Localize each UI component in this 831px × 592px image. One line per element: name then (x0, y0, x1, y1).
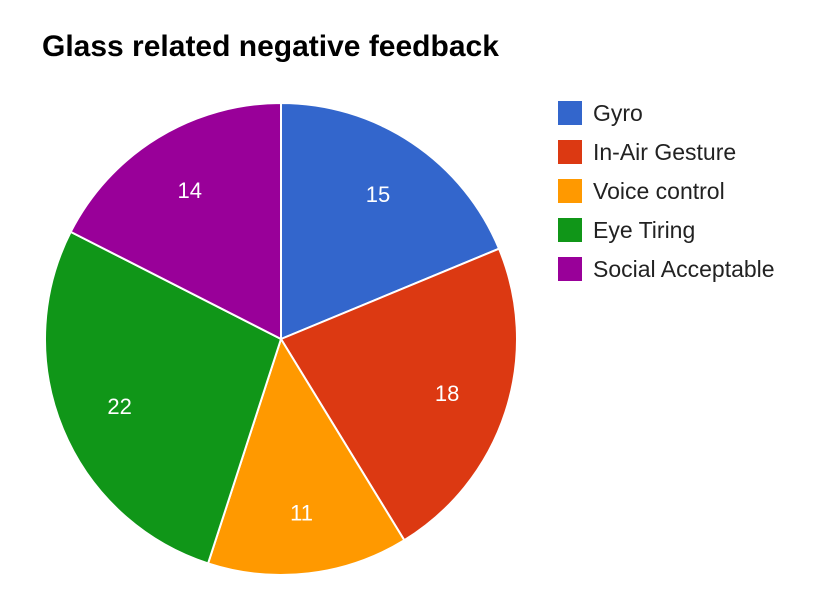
legend-swatch-eye-tiring (558, 218, 582, 242)
legend-item-gyro: Gyro (558, 100, 643, 126)
legend-item-social-acceptable: Social Acceptable (558, 256, 775, 282)
legend-label-in-air-gesture: In-Air Gesture (593, 139, 736, 165)
pie-slice-gyro (280, 101, 501, 341)
legend-swatch-social-acceptable (558, 257, 582, 281)
legend-swatch-voice-control (558, 179, 582, 203)
chart-title: Glass related negative feedback (42, 30, 499, 63)
legend-swatch-gyro (558, 101, 582, 125)
legend-label-voice-control: Voice control (593, 178, 725, 204)
legend-label-eye-tiring: Eye Tiring (593, 217, 695, 243)
legend-item-in-air-gesture: In-Air Gesture (558, 139, 736, 165)
legend-swatch-in-air-gesture (558, 140, 582, 164)
pie-slice-eye-tiring (44, 230, 283, 565)
slice-value-label-social-acceptable: 14 (178, 178, 202, 203)
pie-slices (44, 101, 518, 576)
legend-label-social-acceptable: Social Acceptable (593, 256, 775, 282)
legend-item-eye-tiring: Eye Tiring (558, 217, 695, 243)
slice-value-label-eye-tiring: 22 (107, 394, 131, 419)
slice-value-label-in-air-gesture: 18 (435, 381, 459, 406)
slice-value-label-voice-control: 11 (290, 500, 313, 525)
legend-item-voice-control: Voice control (558, 178, 725, 204)
slice-value-label-gyro: 15 (366, 182, 390, 207)
pie-slice-social-acceptable (69, 101, 282, 341)
legend-label-gyro: Gyro (593, 100, 643, 126)
pie-slice-in-air-gesture (279, 247, 518, 542)
pie-slice-labels: 15 18 11 22 14 (107, 178, 459, 525)
pie-slice-voice-control (206, 336, 406, 576)
legend: Gyro In-Air Gesture Voice control Eye Tirin… (558, 100, 775, 282)
